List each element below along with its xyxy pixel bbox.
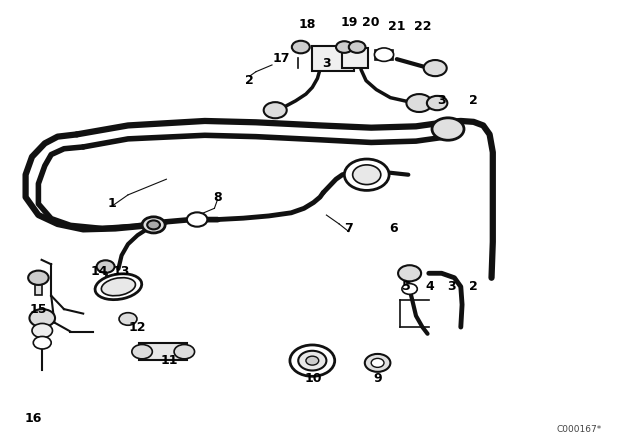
Bar — [312, 46, 353, 71]
Circle shape — [406, 94, 432, 112]
Circle shape — [398, 265, 421, 281]
Text: 1: 1 — [108, 197, 116, 211]
Text: 3: 3 — [447, 280, 456, 293]
Bar — [35, 284, 42, 295]
Circle shape — [298, 351, 326, 370]
Circle shape — [374, 48, 394, 61]
Circle shape — [142, 217, 165, 233]
Circle shape — [349, 41, 365, 53]
Text: 21: 21 — [388, 20, 406, 34]
Text: 16: 16 — [24, 412, 42, 426]
Circle shape — [432, 118, 464, 140]
Bar — [140, 343, 187, 360]
Circle shape — [28, 271, 49, 285]
Circle shape — [132, 345, 152, 359]
Circle shape — [402, 284, 417, 294]
Text: 3: 3 — [322, 57, 331, 70]
Circle shape — [365, 354, 390, 372]
Circle shape — [33, 336, 51, 349]
Circle shape — [290, 345, 335, 376]
Text: 10: 10 — [305, 372, 323, 385]
Text: 12: 12 — [129, 320, 147, 334]
Text: 17: 17 — [273, 52, 291, 65]
Text: 7: 7 — [344, 222, 353, 235]
Circle shape — [427, 96, 447, 110]
Text: 6: 6 — [389, 222, 398, 235]
Text: 13: 13 — [113, 264, 131, 278]
Text: 15: 15 — [29, 302, 47, 316]
Text: 9: 9 — [373, 372, 382, 385]
Circle shape — [147, 220, 160, 229]
Text: 11: 11 — [161, 354, 179, 367]
Text: 20: 20 — [362, 16, 380, 29]
Circle shape — [187, 212, 207, 227]
Text: 2: 2 — [469, 280, 478, 293]
Circle shape — [32, 323, 52, 338]
Text: C000167*: C000167* — [557, 425, 602, 434]
Circle shape — [119, 313, 137, 325]
Circle shape — [29, 309, 55, 327]
Circle shape — [353, 165, 381, 185]
Circle shape — [371, 358, 384, 367]
Text: 3: 3 — [437, 94, 446, 108]
Circle shape — [97, 260, 115, 273]
Circle shape — [424, 60, 447, 76]
Circle shape — [336, 41, 353, 53]
Text: 14: 14 — [90, 264, 108, 278]
Circle shape — [344, 159, 389, 190]
Ellipse shape — [101, 278, 136, 296]
Bar — [342, 48, 368, 69]
Text: 22: 22 — [413, 20, 431, 34]
Circle shape — [264, 102, 287, 118]
Bar — [375, 50, 393, 60]
Text: 2: 2 — [245, 74, 254, 87]
Circle shape — [174, 345, 195, 359]
Text: 4: 4 — [426, 280, 435, 293]
Circle shape — [306, 356, 319, 365]
Text: 2: 2 — [469, 94, 478, 108]
Text: 19: 19 — [340, 16, 358, 29]
Text: 8: 8 — [213, 190, 222, 204]
Ellipse shape — [95, 274, 141, 300]
Text: 18: 18 — [298, 18, 316, 31]
Text: 5: 5 — [402, 280, 411, 293]
Circle shape — [292, 41, 310, 53]
